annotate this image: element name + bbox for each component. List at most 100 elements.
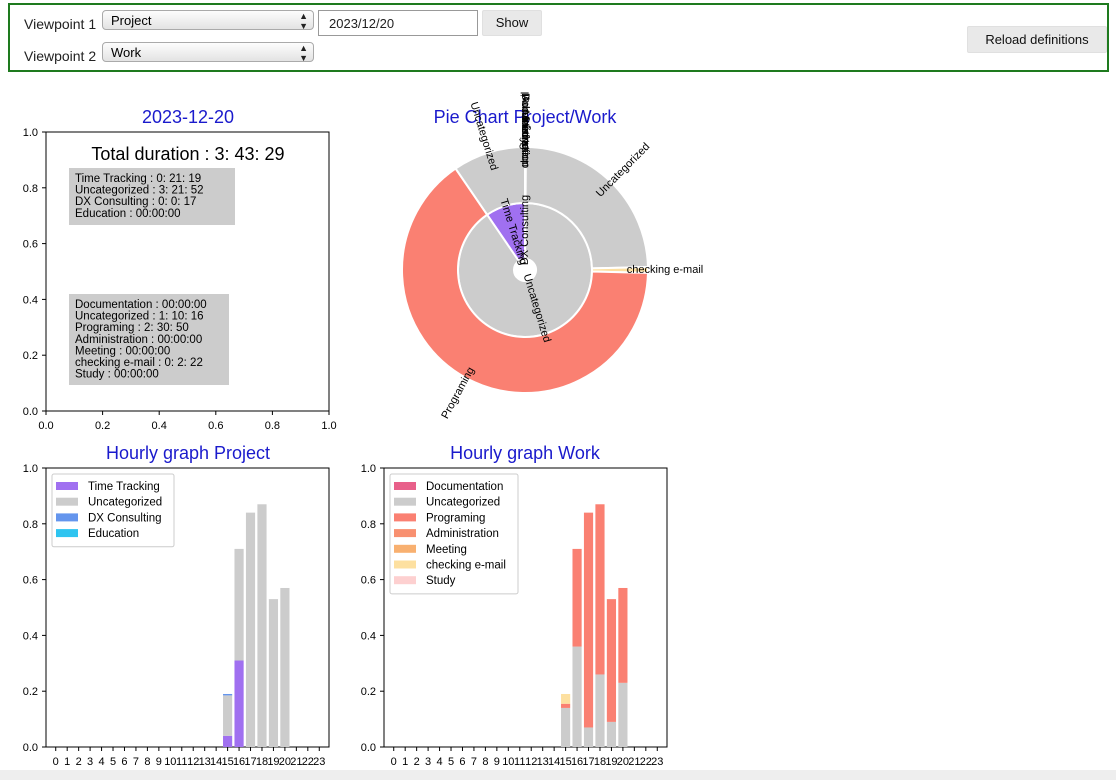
bar-segment <box>561 703 571 708</box>
hourly-project-title: Hourly graph Project <box>106 443 270 463</box>
legend-swatch <box>394 544 416 553</box>
legend-swatch <box>394 497 416 506</box>
x-tick-label: 12 <box>187 756 199 768</box>
legend-label: Uncategorized <box>88 497 162 509</box>
y-tick-label: 0.8 <box>23 183 38 195</box>
legend-label: Administration <box>426 528 499 540</box>
pie-slice <box>401 167 649 394</box>
bar-segment <box>223 693 233 696</box>
work-summary-line: Meeting : 00:00:00 <box>75 345 170 357</box>
y-tick-label: 0.0 <box>23 406 38 418</box>
y-tick-label: 0.4 <box>23 630 38 642</box>
legend-swatch <box>56 482 78 490</box>
project-summary-line: Uncategorized : 3: 21: 52 <box>75 185 204 197</box>
x-tick-label: 19 <box>267 756 279 768</box>
x-tick-label: 23 <box>651 756 663 768</box>
x-tick-label: 20 <box>617 756 629 768</box>
y-tick-label: 0.6 <box>23 239 38 251</box>
x-tick-label: 21 <box>628 756 640 768</box>
pie-slice <box>524 145 649 270</box>
x-tick-label: 16 <box>233 756 245 768</box>
pie-slice-label: Documentation <box>519 93 531 167</box>
viewpoint1-label: Viewpoint 1 <box>24 16 97 32</box>
summary-chart: 2023-12-20 0.0 0.2 0.4 0.6 0.8 1.0 0.0 0.2 0.4 0… <box>23 107 337 432</box>
show-button[interactable]: Show <box>482 10 542 36</box>
bar-segment <box>595 504 605 675</box>
project-summary-line: DX Consulting : 0: 0: 17 <box>75 196 196 208</box>
x-tick-label: 0 <box>391 756 397 768</box>
x-tick-label: 2 <box>76 756 82 768</box>
x-tick-label: 0.2 <box>95 420 110 432</box>
viewpoint1-select[interactable]: Project ▲ ▼ <box>102 10 314 31</box>
y-tick-label: 1.0 <box>361 463 376 475</box>
project-summary-box <box>69 168 235 225</box>
x-tick-label: 11 <box>176 756 187 768</box>
x-tick-label: 17 <box>244 756 256 768</box>
bar-segment <box>268 599 279 747</box>
legend-label: Programing <box>426 512 485 524</box>
work-summary-line: Administration : 00:00:00 <box>75 334 202 346</box>
work-summary-box <box>69 294 229 385</box>
bar-segment <box>595 674 605 747</box>
bar-segment <box>606 721 617 747</box>
x-tick-label: 18 <box>594 756 606 768</box>
reload-definitions-button[interactable]: Reload definitions <box>967 26 1107 53</box>
legend-swatch <box>394 482 416 490</box>
legend-swatch <box>56 513 78 522</box>
bar-segment <box>572 646 582 747</box>
legend-box <box>51 473 175 548</box>
x-tick-label: 6 <box>121 756 127 768</box>
pie-chart: Pie Chart Project/Work DX Consulting Unca… <box>401 92 703 421</box>
y-tick-label: 0.2 <box>23 686 38 698</box>
summary-title: 2023-12-20 <box>142 107 234 127</box>
x-tick-label: 15 <box>221 756 233 768</box>
legend-swatch <box>56 529 78 538</box>
x-tick-label: 4 <box>437 756 443 768</box>
date-input[interactable]: 2023/12/20 <box>318 10 478 36</box>
pie-slice-label: DX Consulting <box>519 195 531 265</box>
pie-slice-label: checking e-mail <box>627 264 703 276</box>
x-tick-label: 19 <box>605 756 617 768</box>
hourly-work-title: Hourly graph Work <box>450 443 601 463</box>
y-tick-label: 0.4 <box>361 630 376 642</box>
y-tick-label: 0.0 <box>23 742 38 754</box>
hourly-project-chart: Hourly graph Project 0.0 0.2 0.4 0.6 0.8 1.0 0… <box>23 443 330 768</box>
x-tick-label: 3 <box>425 756 431 768</box>
select-arrows-icon: ▲ ▼ <box>299 43 308 63</box>
select-arrows-icon: ▲ ▼ <box>299 11 308 31</box>
project-summary-line: Education : 00:00:00 <box>75 208 181 220</box>
x-tick-label: 3 <box>87 756 93 768</box>
legend-label: Documentation <box>426 481 503 493</box>
y-tick-label: 0.0 <box>361 742 376 754</box>
date-value: 2023/12/20 <box>329 16 395 31</box>
x-tick-label: 13 <box>199 756 211 768</box>
legend-swatch <box>394 576 416 585</box>
bar-segment <box>583 512 594 728</box>
bar-segment <box>223 735 233 747</box>
pie-slice-label: Administration <box>519 95 531 165</box>
y-tick-label: 0.2 <box>23 350 38 362</box>
summary-axes-frame <box>45 131 330 412</box>
x-tick-label: 22 <box>640 756 652 768</box>
y-tick-label: 0.4 <box>23 294 38 306</box>
summary-x-ticks: 0.0 0.2 0.4 0.6 0.8 1.0 <box>38 411 337 432</box>
x-tick-label: 5 <box>448 756 454 768</box>
work-summary-line: Uncategorized : 1: 10: 16 <box>75 311 204 323</box>
project-summary-line: Time Tracking : 0: 21: 19 <box>75 173 201 185</box>
viewpoint2-value: Work <box>111 45 142 60</box>
bar-segment <box>234 660 244 747</box>
toolbar: Viewpoint 1 Project ▲ ▼ 2023/12/20 Show V… <box>8 3 1109 72</box>
bar-segment <box>245 512 256 747</box>
work-summary-line: checking e-mail : 0: 2: 22 <box>75 357 203 369</box>
x-tick-label: 7 <box>133 756 139 768</box>
bar-segment <box>572 548 582 647</box>
legend-label: DX Consulting <box>88 512 162 524</box>
viewpoint2-select[interactable]: Work ▲ ▼ <box>102 42 314 63</box>
hourly-work-chart: Hourly graph Work 0.00.20.40.60.81.00 1 2 3… <box>361 443 668 768</box>
pie-title: Pie Chart Project/Work <box>434 107 618 127</box>
viewpoint1-value: Project <box>111 13 152 28</box>
x-tick-label: 22 <box>302 756 314 768</box>
x-tick-label: 17 <box>582 756 594 768</box>
